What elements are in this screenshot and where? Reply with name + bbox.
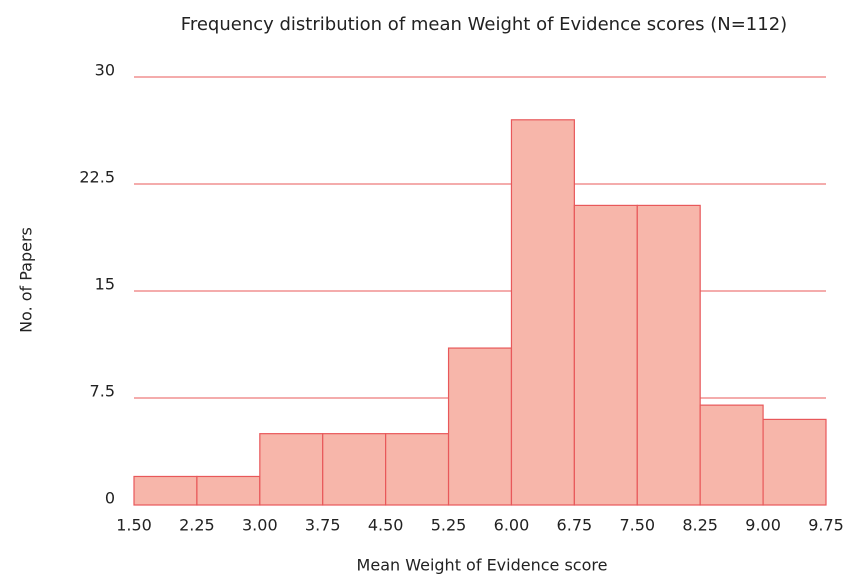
x-tick-label: 4.50 (368, 516, 404, 535)
bar (133, 475, 198, 506)
bar (636, 204, 701, 506)
x-tick-label: 9.75 (808, 516, 844, 535)
bar (762, 418, 827, 506)
bar (259, 433, 324, 506)
y-tick-label: 7.5 (90, 382, 115, 401)
y-tick-label: 0 (105, 489, 115, 508)
y-tick-label: 15 (95, 275, 115, 294)
bar (385, 433, 450, 506)
bar (699, 404, 764, 506)
y-tick-label: 22.5 (79, 168, 115, 187)
x-tick-label: 6.00 (494, 516, 530, 535)
x-tick-label: 3.75 (305, 516, 341, 535)
bar (573, 204, 638, 506)
y-axis-label: No. of Papers (17, 227, 36, 333)
bar (322, 433, 387, 506)
bar (510, 119, 575, 506)
x-tick-label: 9.00 (745, 516, 781, 535)
x-axis-label: Mean Weight of Evidence score (357, 556, 608, 575)
x-tick-label: 1.50 (116, 516, 152, 535)
x-tick-label: 2.25 (179, 516, 215, 535)
x-tick-label: 3.00 (242, 516, 278, 535)
bar (447, 347, 513, 506)
chart-title: Frequency distribution of mean Weight of… (181, 14, 787, 35)
y-tick-label: 30 (95, 61, 115, 80)
bar (196, 475, 261, 506)
x-tick-label: 5.25 (431, 516, 467, 535)
x-tick-label: 6.75 (557, 516, 593, 535)
x-tick-label: 7.50 (619, 516, 655, 535)
x-tick-label: 8.25 (682, 516, 718, 535)
